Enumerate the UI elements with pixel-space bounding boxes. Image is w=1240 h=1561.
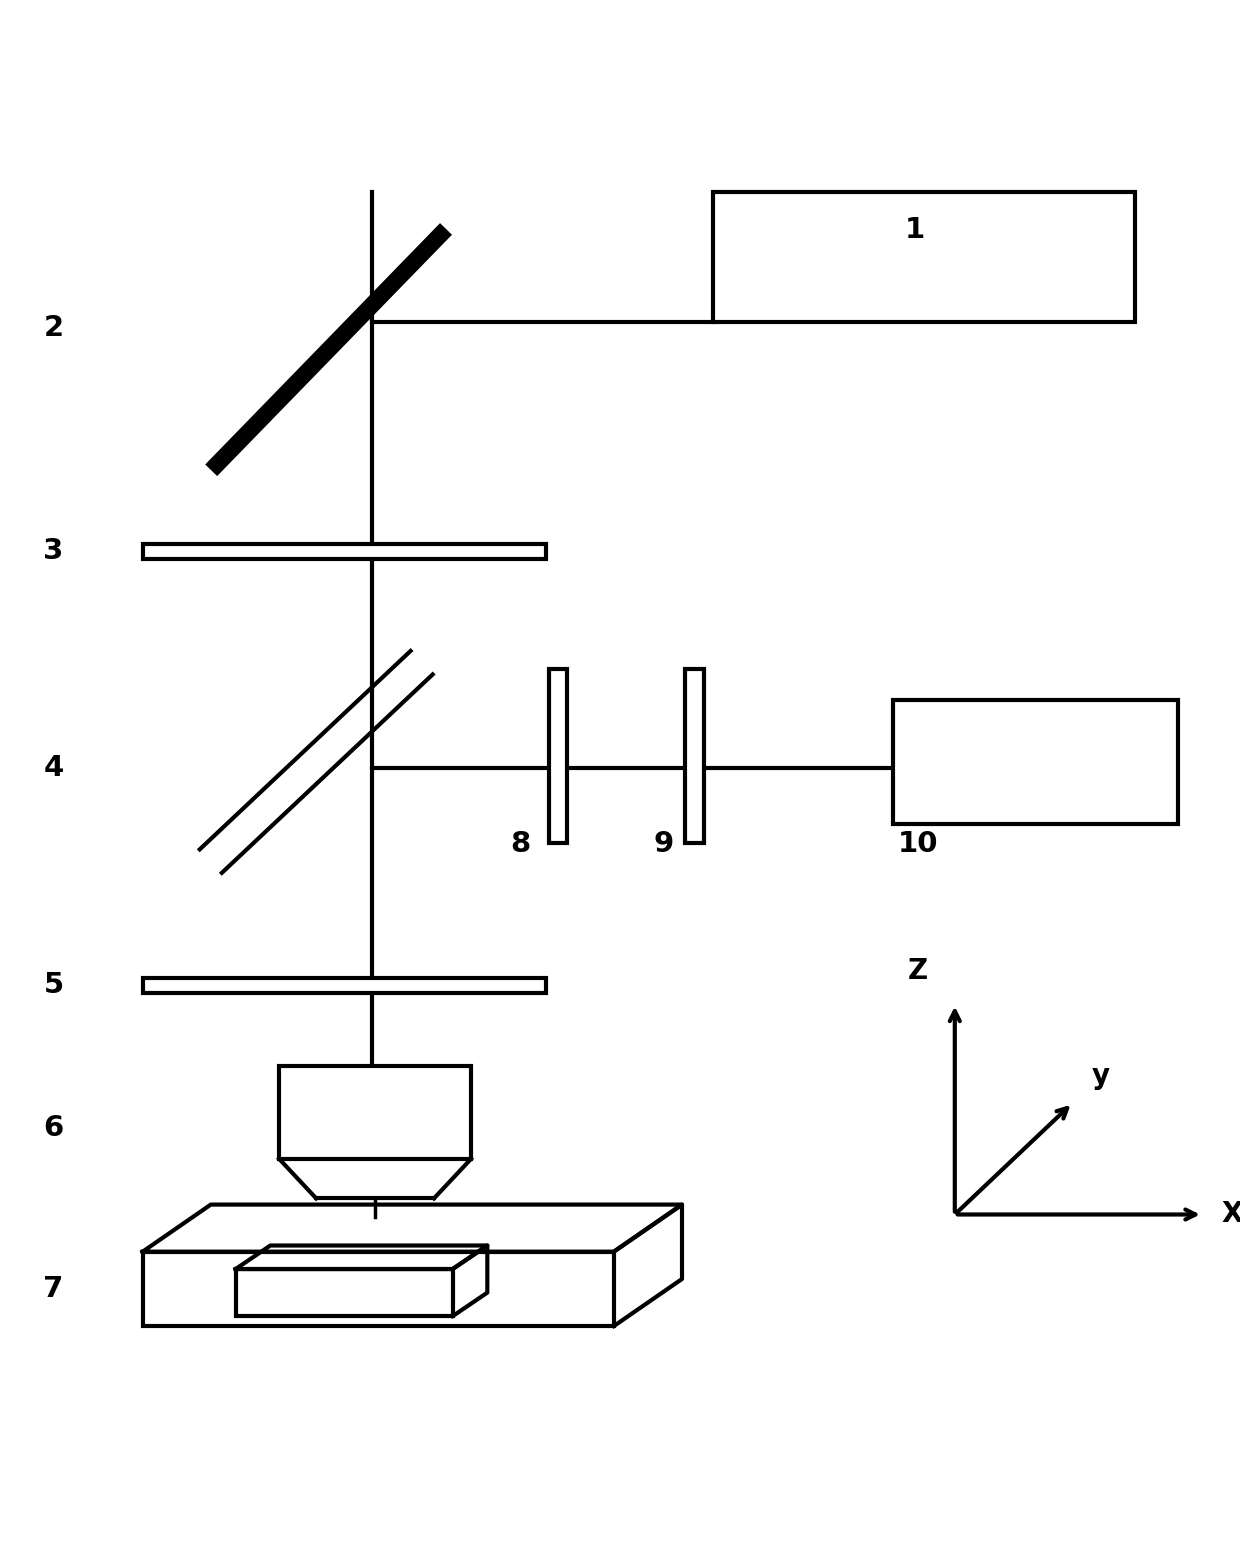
Bar [143, 977, 546, 993]
Bar [686, 670, 704, 843]
Text: 7: 7 [43, 1275, 63, 1303]
Bar [549, 670, 568, 843]
Bar [143, 543, 546, 559]
Text: 8: 8 [511, 830, 531, 859]
Bar [236, 1269, 453, 1316]
Text: 3: 3 [43, 537, 63, 565]
Text: Z: Z [908, 957, 928, 985]
Bar [279, 1066, 471, 1158]
Text: 9: 9 [653, 830, 673, 859]
Text: 4: 4 [43, 754, 63, 782]
Bar [713, 192, 1135, 322]
Text: 6: 6 [43, 1113, 63, 1141]
Text: y: y [1091, 1063, 1110, 1091]
Bar [893, 699, 1178, 824]
Bar [143, 1252, 614, 1327]
Text: X: X [1221, 1200, 1240, 1229]
Text: 10: 10 [898, 830, 937, 859]
Text: 2: 2 [43, 314, 63, 342]
Text: 5: 5 [43, 971, 63, 999]
Text: 1: 1 [905, 217, 925, 245]
